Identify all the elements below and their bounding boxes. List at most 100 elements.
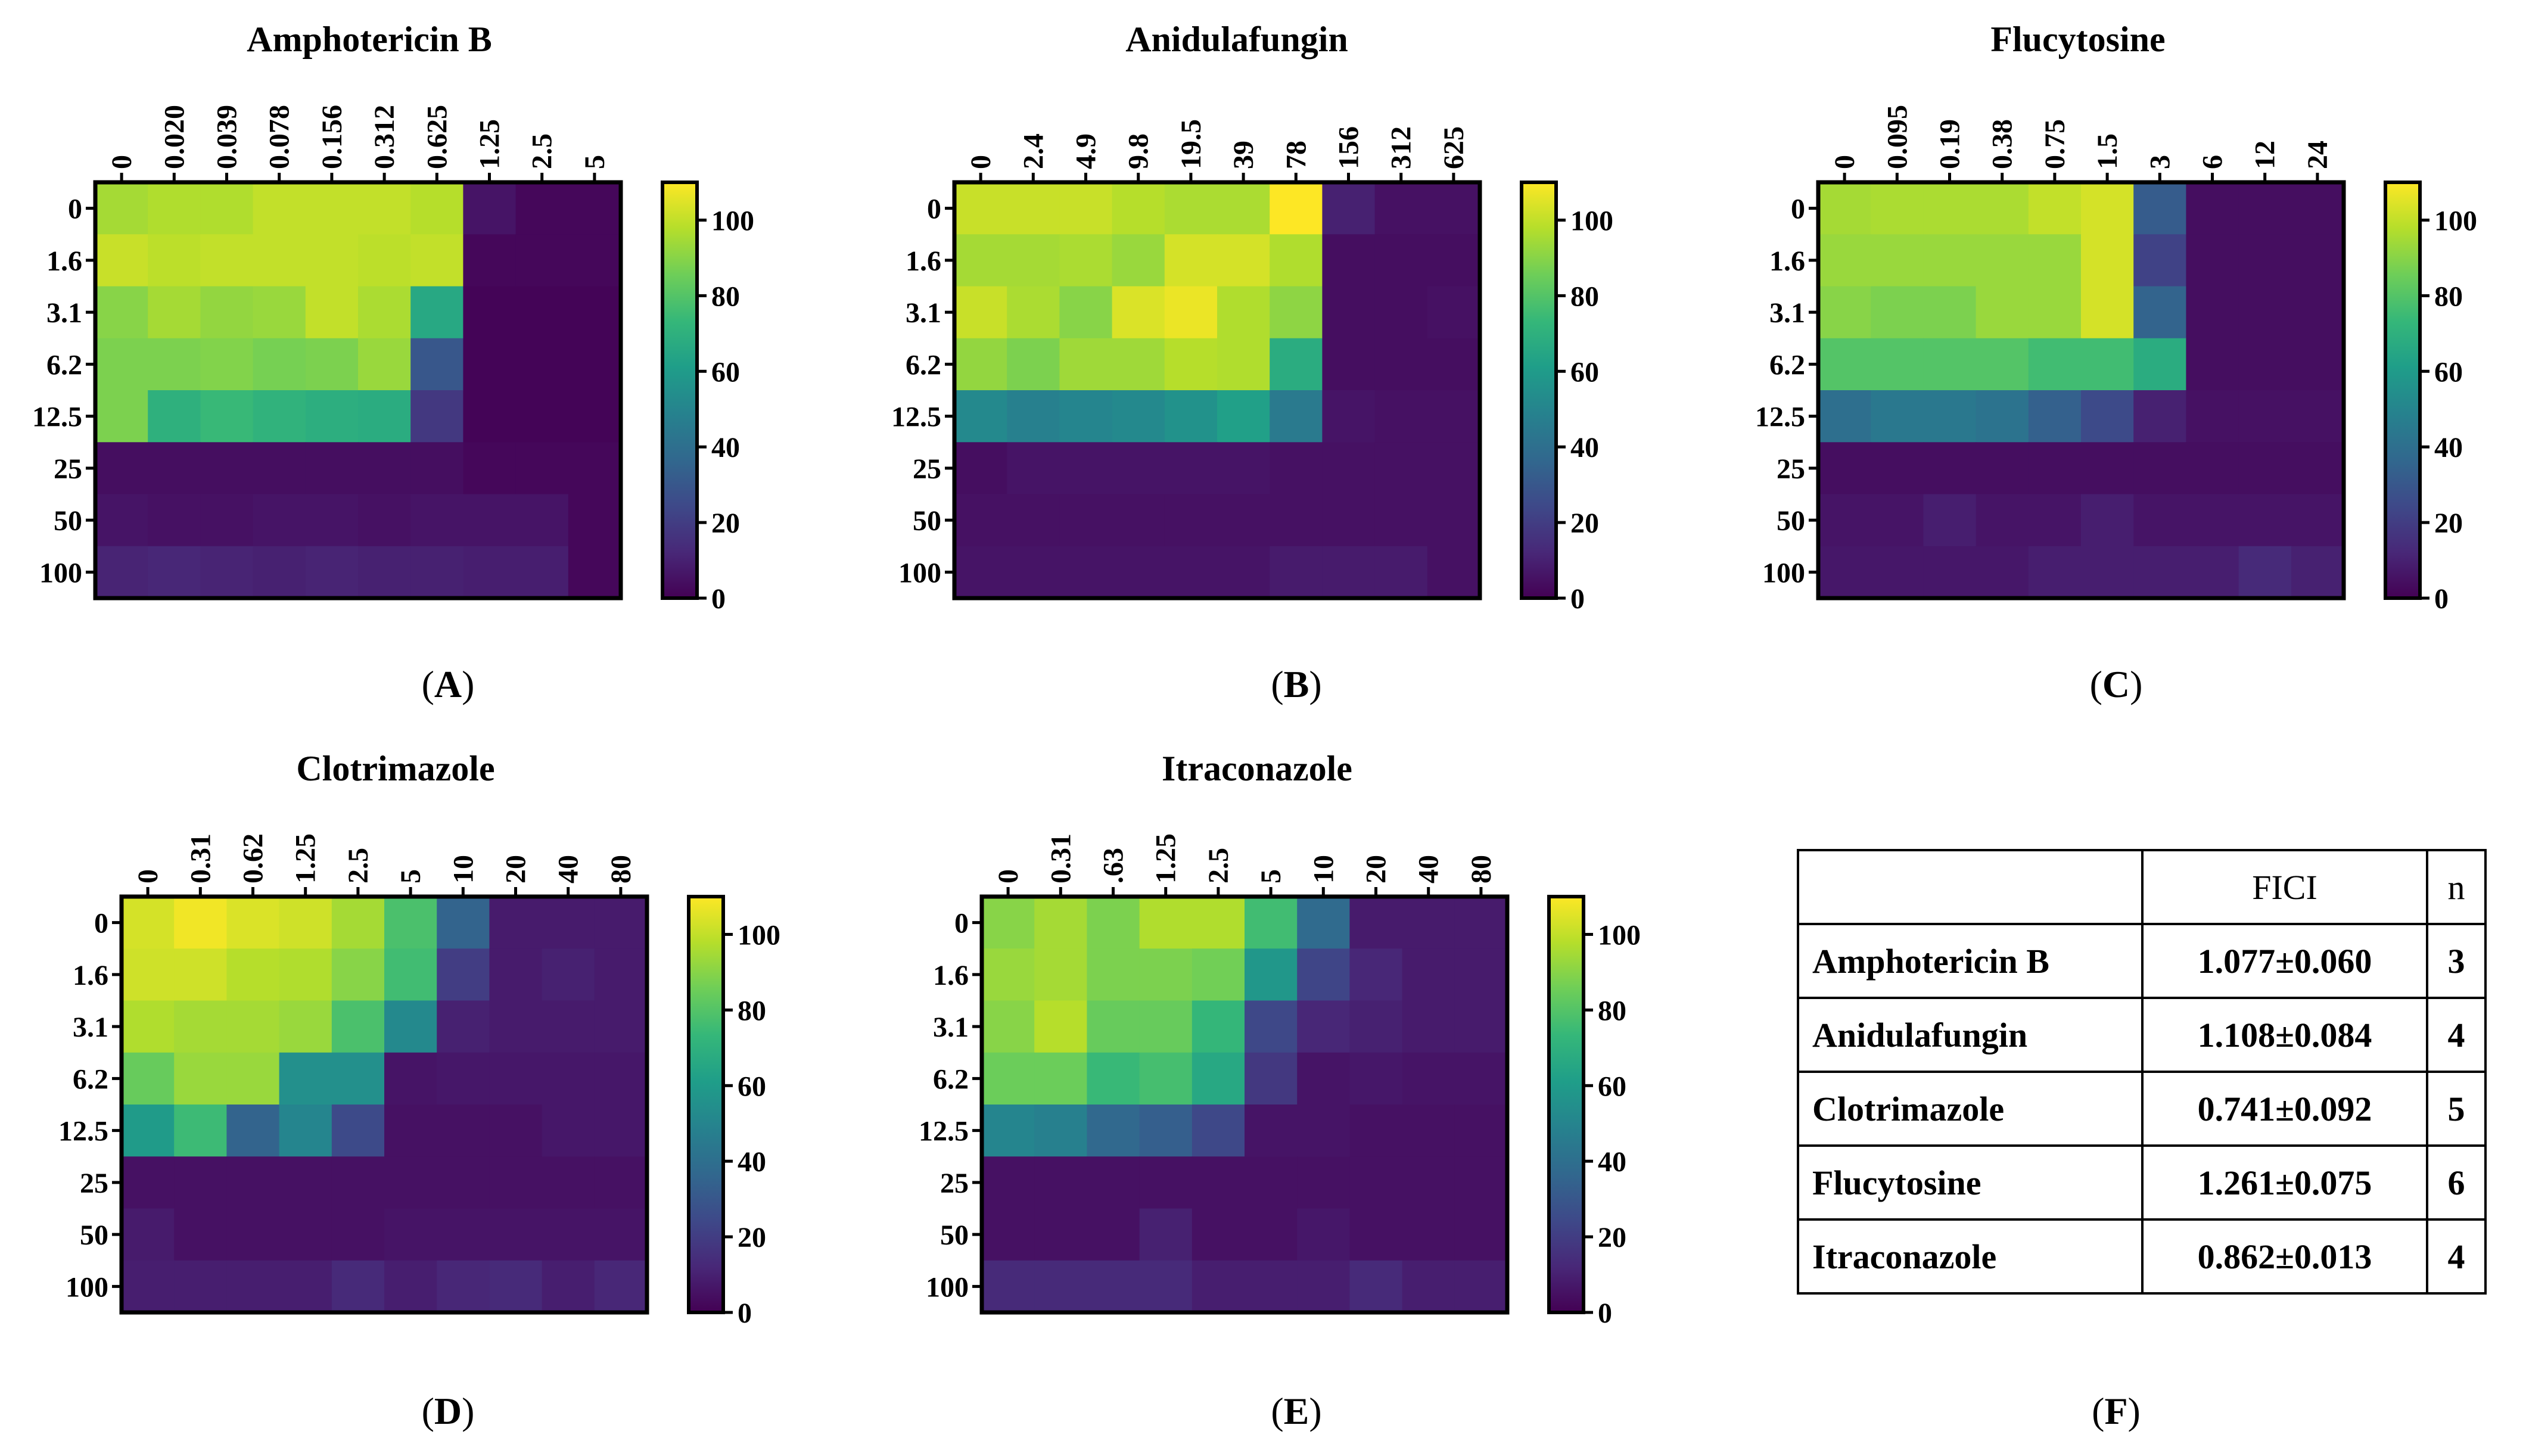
y-tick-label: 12.5: [58, 1116, 108, 1147]
heatmap-cell: [1297, 1105, 1350, 1157]
heatmap-cell: [122, 948, 175, 1001]
heatmap-cell: [1217, 182, 1270, 235]
heatmap-cell: [542, 1156, 595, 1209]
colorbar-tick-label: 20: [2434, 508, 2463, 539]
heatmap-cell: [384, 1000, 437, 1053]
heatmap-cell: [1402, 1208, 1455, 1261]
heatmap-cell: [1976, 494, 2029, 547]
x-tick-label: 39: [1228, 141, 1259, 169]
heatmap-cell: [174, 948, 227, 1001]
x-tick-label: 6: [2197, 155, 2229, 169]
heatmap-cell: [437, 1105, 490, 1157]
heatmap-cell: [1454, 1208, 1508, 1261]
heatmap-cell: [1192, 1000, 1245, 1053]
heatmap-cell: [384, 1260, 437, 1313]
heatmap-cell: [1192, 1156, 1245, 1209]
y-tick-label: 3.1: [73, 1012, 108, 1043]
heatmap-cell: [2028, 390, 2082, 443]
heatmap-cell: [463, 494, 517, 547]
heatmap-cell: [1007, 494, 1060, 547]
heatmap-cell: [463, 286, 517, 339]
x-tick-label: 0.38: [1987, 119, 2018, 169]
colorbar-tick-label: 60: [2434, 356, 2463, 388]
heatmap-cell: [1374, 338, 1428, 391]
heatmap-cell: [1245, 1000, 1298, 1053]
heatmap-cell: [305, 338, 359, 391]
heatmap-cell: [1349, 1000, 1403, 1053]
heatmap-cell: [2291, 338, 2344, 391]
colorbar: [1520, 181, 1558, 600]
heatmap-cell: [1923, 182, 1977, 235]
heatmap-cell: [1402, 948, 1455, 1001]
y-tick-label: 25: [940, 1168, 969, 1199]
heatmap-cell: [1139, 1260, 1193, 1313]
heatmap-cell: [1349, 1156, 1403, 1209]
colorbar-tick-label: 40: [738, 1146, 766, 1178]
heatmap-cell: [1297, 1208, 1350, 1261]
heatmap-cell: [410, 286, 463, 339]
heatmap-cell: [1923, 390, 1977, 443]
heatmap-cell: [594, 897, 648, 949]
panel-label-d: (D): [421, 1390, 475, 1432]
y-tick-label: 1.6: [1769, 245, 1805, 277]
x-tick-label: 5: [395, 869, 427, 883]
heatmap-cell: [279, 1105, 332, 1157]
heatmap-cell: [1245, 1052, 1298, 1105]
heatmap-cell: [279, 1156, 332, 1209]
x-tick-label: 40: [553, 855, 584, 883]
heatmap-cell: [2081, 286, 2134, 339]
heatmap-cell: [1087, 1260, 1140, 1313]
heatmap-cell: [95, 442, 148, 495]
heatmap-cell: [358, 286, 411, 339]
table-cell-drug: Anidulafungin: [1797, 997, 2144, 1073]
heatmap-cell: [1164, 338, 1218, 391]
x-tick-label: 156: [1333, 126, 1365, 169]
heatmap-cell: [489, 1260, 543, 1313]
heatmap-cell: [2186, 390, 2239, 443]
x-tick-label: 5: [579, 155, 611, 169]
heatmap-cell: [1217, 390, 1270, 443]
x-tick-label: .63: [1098, 848, 1130, 883]
heatmap-cell: [1192, 1052, 1245, 1105]
y-tick-label: 0: [68, 194, 82, 225]
table-cell-n: 4: [2426, 1218, 2487, 1295]
heatmap-cell: [358, 494, 411, 547]
heatmap-cell: [174, 1000, 227, 1053]
heatmap-cell: [2133, 390, 2186, 443]
heatmap-cell: [594, 1156, 648, 1209]
heatmap-cell: [1976, 182, 2029, 235]
heatmap-cell: [1270, 234, 1323, 287]
heatmap-cell: [226, 1156, 280, 1209]
heatmap-cell: [1297, 1156, 1350, 1209]
heatmap-cell: [1112, 286, 1165, 339]
heatmap-cell: [410, 442, 463, 495]
heatmap-cell: [1192, 897, 1245, 949]
heatmap-cell: [954, 390, 1007, 443]
heatmap-cell: [1139, 1105, 1193, 1157]
colorbar-tick-label: 60: [1598, 1071, 1626, 1102]
heatmap-cell: [515, 286, 569, 339]
heatmap-cell: [1217, 494, 1270, 547]
heatmap-cell: [1034, 1105, 1087, 1157]
heatmap-cell: [1059, 182, 1113, 235]
heatmap-cell: [1164, 286, 1218, 339]
heatmap-cell: [2238, 494, 2292, 547]
heatmap-cell: [1923, 234, 1977, 287]
table-cell-drug: Clotrimazole: [1797, 1071, 2144, 1147]
heatmap-cell: [279, 897, 332, 949]
heatmap-cell: [2186, 286, 2239, 339]
heatmap-cell: [2186, 442, 2239, 495]
y-tick-label: 100: [898, 557, 941, 589]
y-tick-label: 50: [1777, 505, 1805, 537]
table-cell-n: 3: [2426, 923, 2487, 999]
heatmap-cell: [331, 1105, 385, 1157]
x-tick-label: 2.5: [343, 848, 374, 883]
heatmap-cell: [1139, 1000, 1193, 1053]
heatmap-cell: [1059, 390, 1113, 443]
heatmap-cell: [1454, 1052, 1508, 1105]
heatmap-cell: [1349, 897, 1403, 949]
y-tick-label: 6.2: [933, 1063, 969, 1095]
heatmap-cell: [2081, 338, 2134, 391]
heatmap-panels: Amphotericin B0 0.020 0.039 0.078 0.156 0.312…: [32, 20, 2477, 1329]
y-tick-label: 6.2: [46, 349, 82, 381]
